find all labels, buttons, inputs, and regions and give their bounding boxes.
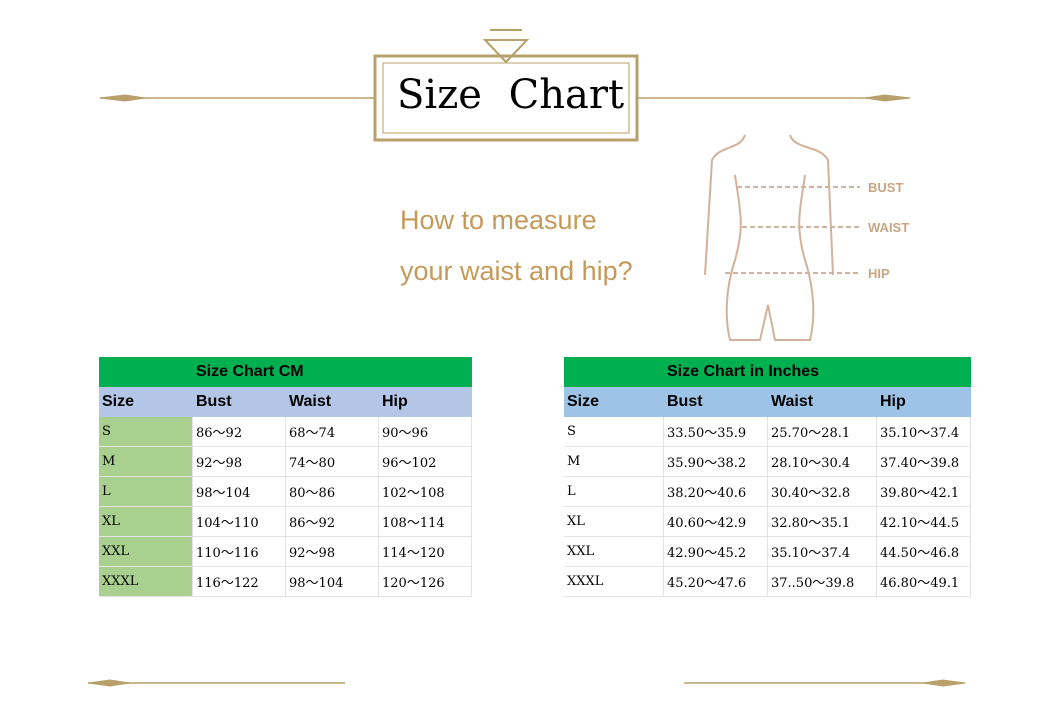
table-cell: 98～104 bbox=[193, 477, 286, 507]
body-label: BUST bbox=[868, 180, 904, 195]
table-cell: 35.90～38.2 bbox=[664, 447, 768, 477]
title-bar bbox=[99, 357, 472, 387]
table-title: Size Chart in Inches bbox=[667, 363, 820, 380]
header-cell: Bust bbox=[664, 387, 768, 417]
table-cell: 120～126 bbox=[379, 567, 472, 597]
table-cell: 37..50～39.8 bbox=[768, 567, 877, 597]
header-cell: Waist bbox=[768, 387, 877, 417]
measure-line: How to measure bbox=[400, 205, 597, 235]
header-cell: Bust bbox=[193, 387, 286, 417]
title-bar bbox=[564, 357, 971, 387]
table-cell: 35.10～37.4 bbox=[768, 537, 877, 567]
table-cell: 38.20～40.6 bbox=[664, 477, 768, 507]
table-cell: 32.80～35.1 bbox=[768, 507, 877, 537]
table-cell: 86～92 bbox=[193, 417, 286, 447]
header-cell: Size bbox=[564, 387, 664, 417]
table-cell: M bbox=[99, 447, 193, 477]
table-cell: 104～110 bbox=[193, 507, 286, 537]
table-cell: 25.70～28.1 bbox=[768, 417, 877, 447]
table-cell: 68～74 bbox=[286, 417, 379, 447]
header-cell: Size bbox=[99, 387, 193, 417]
header-cell: Hip bbox=[379, 387, 472, 417]
measure-line: your waist and hip? bbox=[400, 256, 633, 286]
table-cell: 39.80～42.1 bbox=[877, 477, 971, 507]
table-cell: L bbox=[99, 477, 193, 507]
header-cell: Waist bbox=[286, 387, 379, 417]
title: Size Chart bbox=[397, 72, 625, 118]
table-cell: XXL bbox=[564, 537, 664, 567]
table-cell: XXXL bbox=[99, 567, 193, 597]
table-cell: 40.60～42.9 bbox=[664, 507, 768, 537]
table-cell: 46.80～49.1 bbox=[877, 567, 971, 597]
table-cell: 90～96 bbox=[379, 417, 472, 447]
table-cell: 110～116 bbox=[193, 537, 286, 567]
table-cell: XL bbox=[99, 507, 193, 537]
body-label: HIP bbox=[868, 266, 890, 281]
table-cell: 45.20～47.6 bbox=[664, 567, 768, 597]
table-cell: L bbox=[564, 477, 664, 507]
table-cell: 44.50～46.8 bbox=[877, 537, 971, 567]
table-cell: 30.40～32.8 bbox=[768, 477, 877, 507]
table-cell: 80～86 bbox=[286, 477, 379, 507]
table-cell: 96～102 bbox=[379, 447, 472, 477]
table-cell: XXXL bbox=[564, 567, 664, 597]
table-cell: 74～80 bbox=[286, 447, 379, 477]
table-cell: 86～92 bbox=[286, 507, 379, 537]
table-cell: 42.10～44.5 bbox=[877, 507, 971, 537]
table-cell: 42.90～45.2 bbox=[664, 537, 768, 567]
table-cell: 108～114 bbox=[379, 507, 472, 537]
table-cell: 114～120 bbox=[379, 537, 472, 567]
body-label: WAIST bbox=[868, 220, 910, 235]
table-cell: 102～108 bbox=[379, 477, 472, 507]
table-cell: S bbox=[564, 417, 664, 447]
table-cell: 98～104 bbox=[286, 567, 379, 597]
table-cell: XL bbox=[564, 507, 664, 537]
table-cell: M bbox=[564, 447, 664, 477]
table-cell: 92～98 bbox=[286, 537, 379, 567]
table-cell: 28.10～30.4 bbox=[768, 447, 877, 477]
table-cell: S bbox=[99, 417, 193, 447]
header-cell: Hip bbox=[877, 387, 971, 417]
table-cell: 37.40～39.8 bbox=[877, 447, 971, 477]
table-cell: XXL bbox=[99, 537, 193, 567]
table-cell: 116～122 bbox=[193, 567, 286, 597]
table-cell: 35.10～37.4 bbox=[877, 417, 971, 447]
table-cell: 92～98 bbox=[193, 447, 286, 477]
table-title: Size Chart CM bbox=[196, 363, 304, 380]
table-cell: 33.50～35.9 bbox=[664, 417, 768, 447]
